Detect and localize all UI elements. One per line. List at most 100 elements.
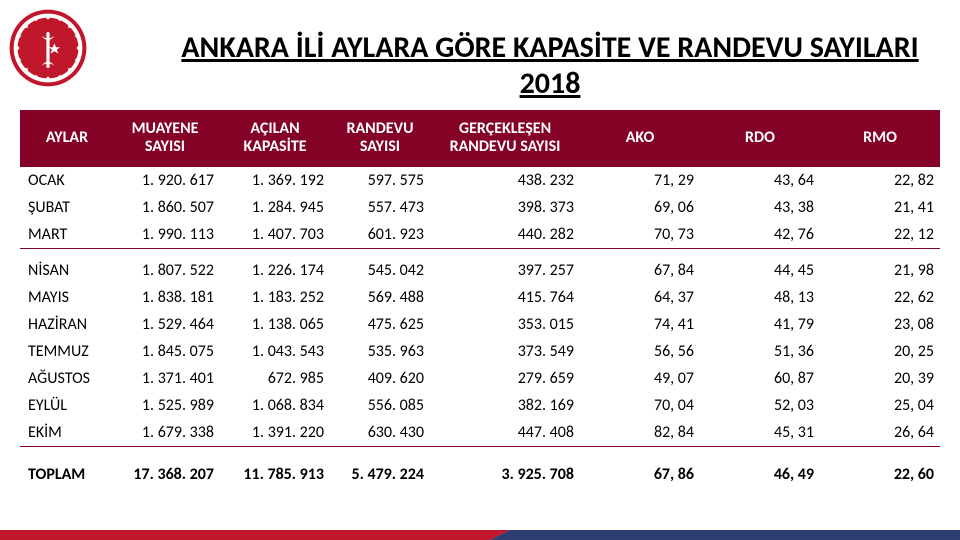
- value-cell: 25, 04: [820, 392, 940, 419]
- value-cell: 45, 31: [700, 419, 820, 446]
- col-acilan: AÇILAN KAPASİTE: [220, 110, 330, 167]
- table-row: EYLÜL1. 525. 9891. 068. 834556. 085382. …: [20, 392, 940, 419]
- capacity-table: AYLAR MUAYENE SAYISI AÇILAN KAPASİTE RAN…: [20, 110, 940, 488]
- month-cell: MAYIS: [20, 284, 110, 311]
- value-cell: 70, 73: [580, 221, 700, 248]
- value-cell: 1. 183. 252: [220, 284, 330, 311]
- value-cell: 52, 03: [700, 392, 820, 419]
- month-cell: AĞUSTOS: [20, 365, 110, 392]
- value-cell: 70, 04: [580, 392, 700, 419]
- separator-row: [20, 447, 940, 455]
- month-cell: EYLÜL: [20, 392, 110, 419]
- value-cell: 569. 488: [330, 284, 430, 311]
- value-cell: 1. 679. 338: [110, 419, 220, 446]
- value-cell: 56, 56: [580, 338, 700, 365]
- value-cell: 1. 807. 522: [110, 257, 220, 284]
- value-cell: 44, 45: [700, 257, 820, 284]
- value-cell: 69, 06: [580, 194, 700, 221]
- col-randevu: RANDEVU SAYISI: [330, 110, 430, 167]
- value-cell: 373. 549: [430, 338, 580, 365]
- value-cell: 415. 764: [430, 284, 580, 311]
- ministry-logo: [8, 8, 88, 88]
- table-row: TEMMUZ1. 845. 0751. 043. 543535. 963373.…: [20, 338, 940, 365]
- value-cell: 382. 169: [430, 392, 580, 419]
- value-cell: 5. 479. 224: [330, 455, 430, 488]
- value-cell: 17. 368. 207: [110, 455, 220, 488]
- value-cell: 22, 82: [820, 167, 940, 194]
- value-cell: 398. 373: [430, 194, 580, 221]
- value-cell: 51, 36: [700, 338, 820, 365]
- col-rdo: RDO: [700, 110, 820, 167]
- month-cell: MART: [20, 221, 110, 248]
- month-cell: EKİM: [20, 419, 110, 446]
- value-cell: 353. 015: [430, 311, 580, 338]
- month-cell: TEMMUZ: [20, 338, 110, 365]
- value-cell: 1. 529. 464: [110, 311, 220, 338]
- table-row: NİSAN1. 807. 5221. 226. 174545. 042397. …: [20, 257, 940, 284]
- value-cell: 556. 085: [330, 392, 430, 419]
- col-muayene: MUAYENE SAYISI: [110, 110, 220, 167]
- value-cell: 397. 257: [430, 257, 580, 284]
- table-header: AYLAR MUAYENE SAYISI AÇILAN KAPASİTE RAN…: [20, 110, 940, 167]
- value-cell: 20, 39: [820, 365, 940, 392]
- value-cell: 1. 838. 181: [110, 284, 220, 311]
- footer-bar: [0, 530, 960, 540]
- value-cell: 60, 87: [700, 365, 820, 392]
- value-cell: 1. 920. 617: [110, 167, 220, 194]
- col-gerceklesen: GERÇEKLEŞEN RANDEVU SAYISI: [430, 110, 580, 167]
- value-cell: 22, 62: [820, 284, 940, 311]
- value-cell: 672. 985: [220, 365, 330, 392]
- value-cell: 42, 76: [700, 221, 820, 248]
- value-cell: 630. 430: [330, 419, 430, 446]
- value-cell: 11. 785. 913: [220, 455, 330, 488]
- table-body: OCAK1. 920. 6171. 369. 192597. 575438. 2…: [20, 167, 940, 488]
- value-cell: 1. 043. 543: [220, 338, 330, 365]
- value-cell: 21, 41: [820, 194, 940, 221]
- table-row: OCAK1. 920. 6171. 369. 192597. 575438. 2…: [20, 167, 940, 194]
- value-cell: 49, 07: [580, 365, 700, 392]
- value-cell: 1. 284. 945: [220, 194, 330, 221]
- value-cell: 22, 12: [820, 221, 940, 248]
- value-cell: 557. 473: [330, 194, 430, 221]
- value-cell: 64, 37: [580, 284, 700, 311]
- value-cell: 43, 38: [700, 194, 820, 221]
- value-cell: 3. 925. 708: [430, 455, 580, 488]
- table-row: EKİM1. 679. 3381. 391. 220630. 430447. 4…: [20, 419, 940, 446]
- col-rmo: RMO: [820, 110, 940, 167]
- value-cell: 22, 60: [820, 455, 940, 488]
- month-cell: HAZİRAN: [20, 311, 110, 338]
- value-cell: 74, 41: [580, 311, 700, 338]
- value-cell: 475. 625: [330, 311, 430, 338]
- value-cell: 1. 860. 507: [110, 194, 220, 221]
- value-cell: 1. 369. 192: [220, 167, 330, 194]
- table-row: ŞUBAT1. 860. 5071. 284. 945557. 473398. …: [20, 194, 940, 221]
- value-cell: 1. 990. 113: [110, 221, 220, 248]
- value-cell: 440. 282: [430, 221, 580, 248]
- value-cell: 601. 923: [330, 221, 430, 248]
- col-ako: AKO: [580, 110, 700, 167]
- value-cell: 1. 525. 989: [110, 392, 220, 419]
- table-row: HAZİRAN1. 529. 4641. 138. 065475. 625353…: [20, 311, 940, 338]
- month-cell: ŞUBAT: [20, 194, 110, 221]
- value-cell: 1. 845. 075: [110, 338, 220, 365]
- value-cell: 41, 79: [700, 311, 820, 338]
- value-cell: 43, 64: [700, 167, 820, 194]
- value-cell: 82, 84: [580, 419, 700, 446]
- value-cell: 279. 659: [430, 365, 580, 392]
- table-row: AĞUSTOS1. 371. 401672. 985409. 620279. 6…: [20, 365, 940, 392]
- value-cell: 21, 98: [820, 257, 940, 284]
- value-cell: 1. 407. 703: [220, 221, 330, 248]
- value-cell: 438. 232: [430, 167, 580, 194]
- value-cell: 20, 25: [820, 338, 940, 365]
- value-cell: 1. 068. 834: [220, 392, 330, 419]
- table-row: MART1. 990. 1131. 407. 703601. 923440. 2…: [20, 221, 940, 248]
- value-cell: 67, 86: [580, 455, 700, 488]
- value-cell: 26, 64: [820, 419, 940, 446]
- value-cell: 409. 620: [330, 365, 430, 392]
- page-title: ANKARA İLİ AYLARA GÖRE KAPASİTE VE RANDE…: [160, 30, 940, 102]
- value-cell: 23, 08: [820, 311, 940, 338]
- value-cell: 46, 49: [700, 455, 820, 488]
- value-cell: 1. 226. 174: [220, 257, 330, 284]
- value-cell: 1. 391. 220: [220, 419, 330, 446]
- month-cell: NİSAN: [20, 257, 110, 284]
